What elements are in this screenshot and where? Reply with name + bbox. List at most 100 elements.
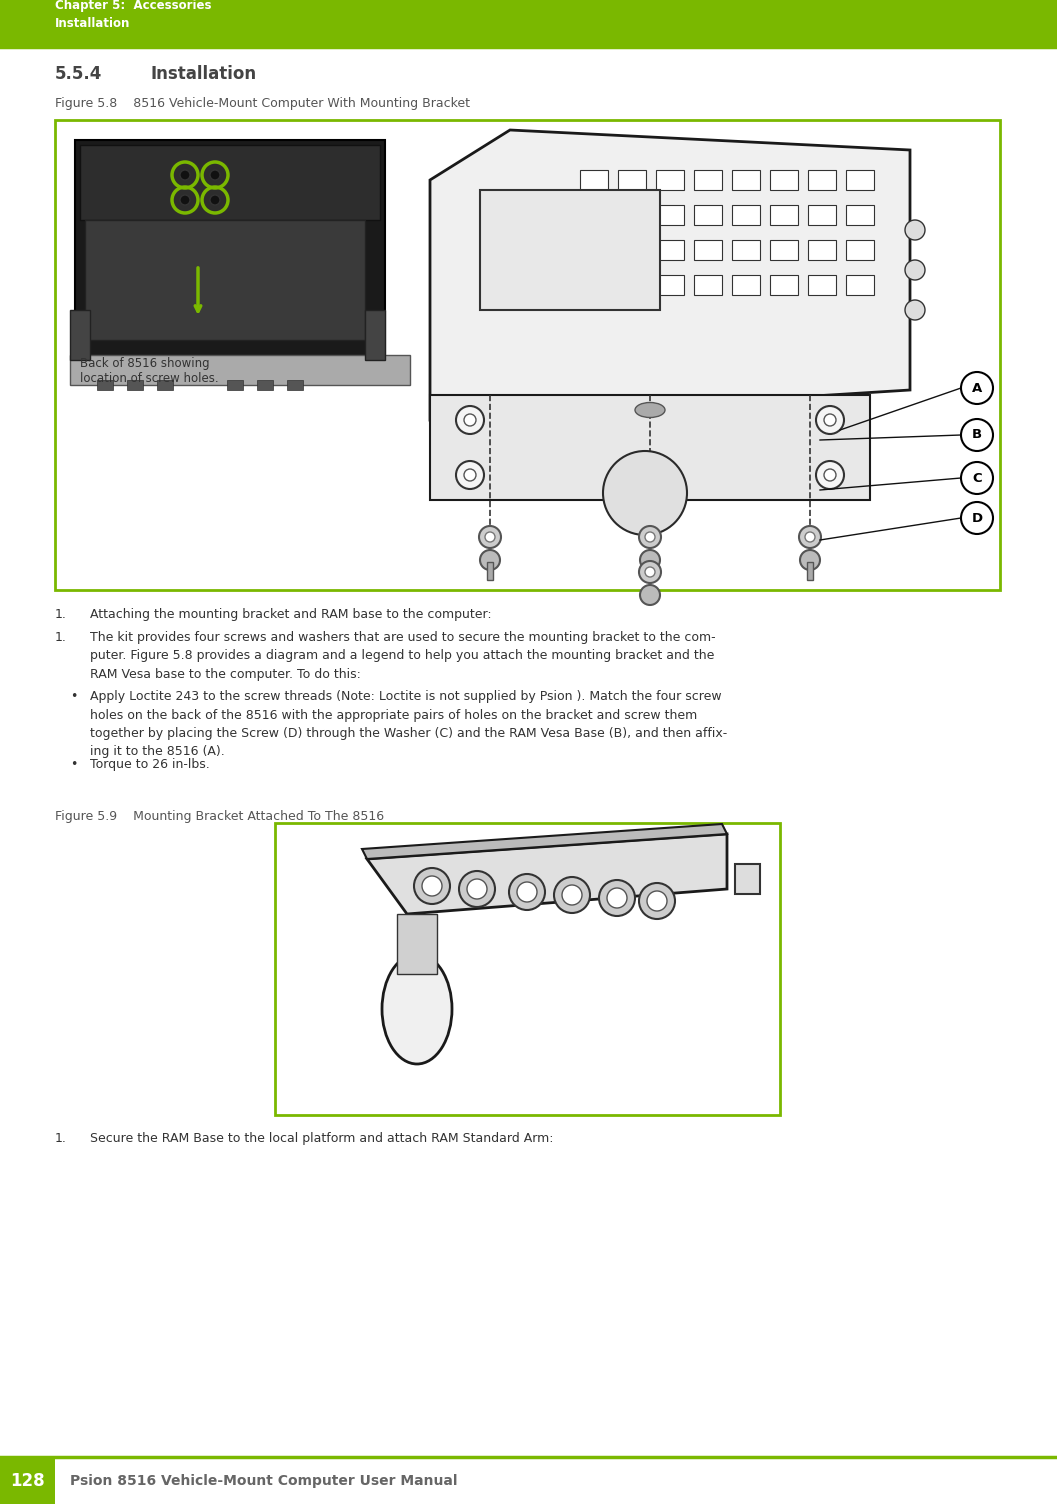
Circle shape — [905, 299, 925, 320]
Bar — [618, 241, 646, 260]
Bar — [846, 241, 874, 260]
Polygon shape — [430, 129, 910, 420]
Polygon shape — [361, 824, 727, 859]
Bar — [157, 381, 173, 390]
Text: 1.: 1. — [55, 1133, 67, 1145]
Text: 1.: 1. — [55, 608, 67, 621]
Bar — [580, 275, 608, 295]
Circle shape — [456, 406, 484, 435]
Bar — [288, 381, 303, 390]
Circle shape — [961, 462, 993, 493]
Bar — [580, 205, 608, 226]
Bar — [85, 220, 365, 340]
Text: •: • — [70, 758, 77, 772]
Bar — [656, 275, 684, 295]
Bar — [769, 205, 798, 226]
Bar — [275, 823, 780, 1114]
Bar — [808, 170, 836, 190]
Polygon shape — [397, 914, 437, 975]
Text: location of screw holes.: location of screw holes. — [80, 371, 219, 385]
Circle shape — [210, 170, 220, 180]
Bar — [694, 241, 722, 260]
Text: Installation: Installation — [150, 65, 256, 83]
Bar — [580, 170, 608, 190]
Bar — [769, 170, 798, 190]
Bar — [580, 241, 608, 260]
Circle shape — [961, 502, 993, 534]
Bar — [0, 0, 1057, 47]
Bar — [694, 275, 722, 295]
Bar — [806, 562, 813, 581]
Bar — [257, 381, 273, 390]
Bar — [769, 241, 798, 260]
Text: Back of 8516 showing: Back of 8516 showing — [80, 356, 209, 370]
Circle shape — [607, 887, 627, 908]
Text: 5.5.4: 5.5.4 — [55, 65, 103, 83]
Bar — [97, 381, 113, 390]
Bar — [846, 275, 874, 295]
Circle shape — [905, 220, 925, 241]
Bar — [0, 1457, 55, 1504]
Bar — [808, 205, 836, 226]
Circle shape — [459, 871, 495, 907]
Circle shape — [485, 532, 495, 541]
Text: Psion 8516 Vehicle-Mount Computer User Manual: Psion 8516 Vehicle-Mount Computer User M… — [70, 1474, 458, 1487]
Text: Figure 5.8    8516 Vehicle-Mount Computer With Mounting Bracket: Figure 5.8 8516 Vehicle-Mount Computer W… — [55, 96, 470, 110]
Circle shape — [180, 170, 190, 180]
Text: A: A — [971, 382, 982, 394]
Text: 128: 128 — [10, 1472, 44, 1490]
Text: Attaching the mounting bracket and RAM base to the computer:: Attaching the mounting bracket and RAM b… — [90, 608, 492, 621]
Bar — [656, 170, 684, 190]
Bar — [480, 190, 660, 310]
Bar — [487, 562, 493, 581]
Circle shape — [464, 469, 476, 481]
Circle shape — [905, 260, 925, 280]
Circle shape — [479, 526, 501, 547]
Text: B: B — [972, 429, 982, 442]
Bar — [656, 205, 684, 226]
Circle shape — [180, 196, 190, 205]
Ellipse shape — [382, 954, 452, 1063]
Text: C: C — [972, 471, 982, 484]
Bar — [618, 205, 646, 226]
Bar — [227, 381, 243, 390]
Circle shape — [414, 868, 450, 904]
Bar — [733, 275, 760, 295]
Circle shape — [509, 874, 545, 910]
Circle shape — [647, 890, 667, 911]
Circle shape — [824, 414, 836, 426]
Text: Installation: Installation — [55, 17, 130, 30]
Circle shape — [639, 883, 675, 919]
Text: Torque to 26 in-lbs.: Torque to 26 in-lbs. — [90, 758, 209, 772]
Circle shape — [799, 526, 821, 547]
Polygon shape — [367, 835, 727, 914]
Circle shape — [800, 550, 820, 570]
Circle shape — [824, 469, 836, 481]
Bar — [808, 275, 836, 295]
Text: D: D — [971, 511, 983, 525]
Circle shape — [639, 550, 660, 570]
Bar — [808, 241, 836, 260]
Circle shape — [639, 561, 661, 584]
Circle shape — [816, 406, 843, 435]
Bar — [735, 863, 760, 893]
Bar — [127, 381, 143, 390]
Bar — [618, 275, 646, 295]
Text: Figure 5.9    Mounting Bracket Attached To The 8516: Figure 5.9 Mounting Bracket Attached To … — [55, 811, 384, 823]
Circle shape — [422, 875, 442, 896]
Circle shape — [602, 451, 687, 535]
Bar — [769, 275, 798, 295]
Bar — [647, 562, 653, 581]
Circle shape — [816, 462, 843, 489]
Circle shape — [639, 585, 660, 605]
Text: Apply Loctite 243 to the screw threads (Note: Loctite is not supplied by Psion ): Apply Loctite 243 to the screw threads (… — [90, 690, 727, 758]
Ellipse shape — [635, 403, 665, 418]
Text: Chapter 5:  Accessories: Chapter 5: Accessories — [55, 0, 211, 12]
Bar — [55, 120, 1000, 590]
Text: •: • — [70, 690, 77, 702]
Circle shape — [456, 462, 484, 489]
Bar — [694, 170, 722, 190]
Circle shape — [467, 878, 487, 899]
Circle shape — [961, 371, 993, 405]
Bar — [365, 310, 385, 359]
